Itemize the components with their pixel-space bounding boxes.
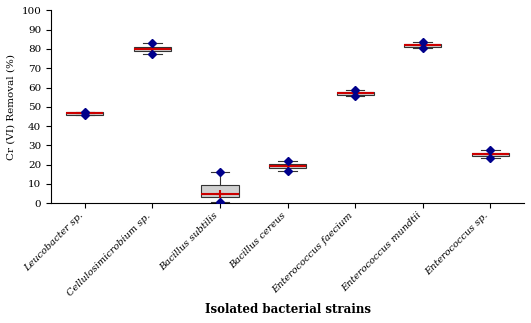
PathPatch shape [134, 47, 171, 50]
PathPatch shape [472, 153, 509, 156]
Y-axis label: Cr (VI) Removal (%): Cr (VI) Removal (%) [7, 54, 16, 160]
PathPatch shape [66, 112, 104, 115]
PathPatch shape [269, 164, 306, 168]
X-axis label: Isolated bacterial strains: Isolated bacterial strains [204, 303, 371, 316]
PathPatch shape [404, 44, 441, 47]
PathPatch shape [201, 185, 238, 197]
PathPatch shape [337, 92, 374, 95]
